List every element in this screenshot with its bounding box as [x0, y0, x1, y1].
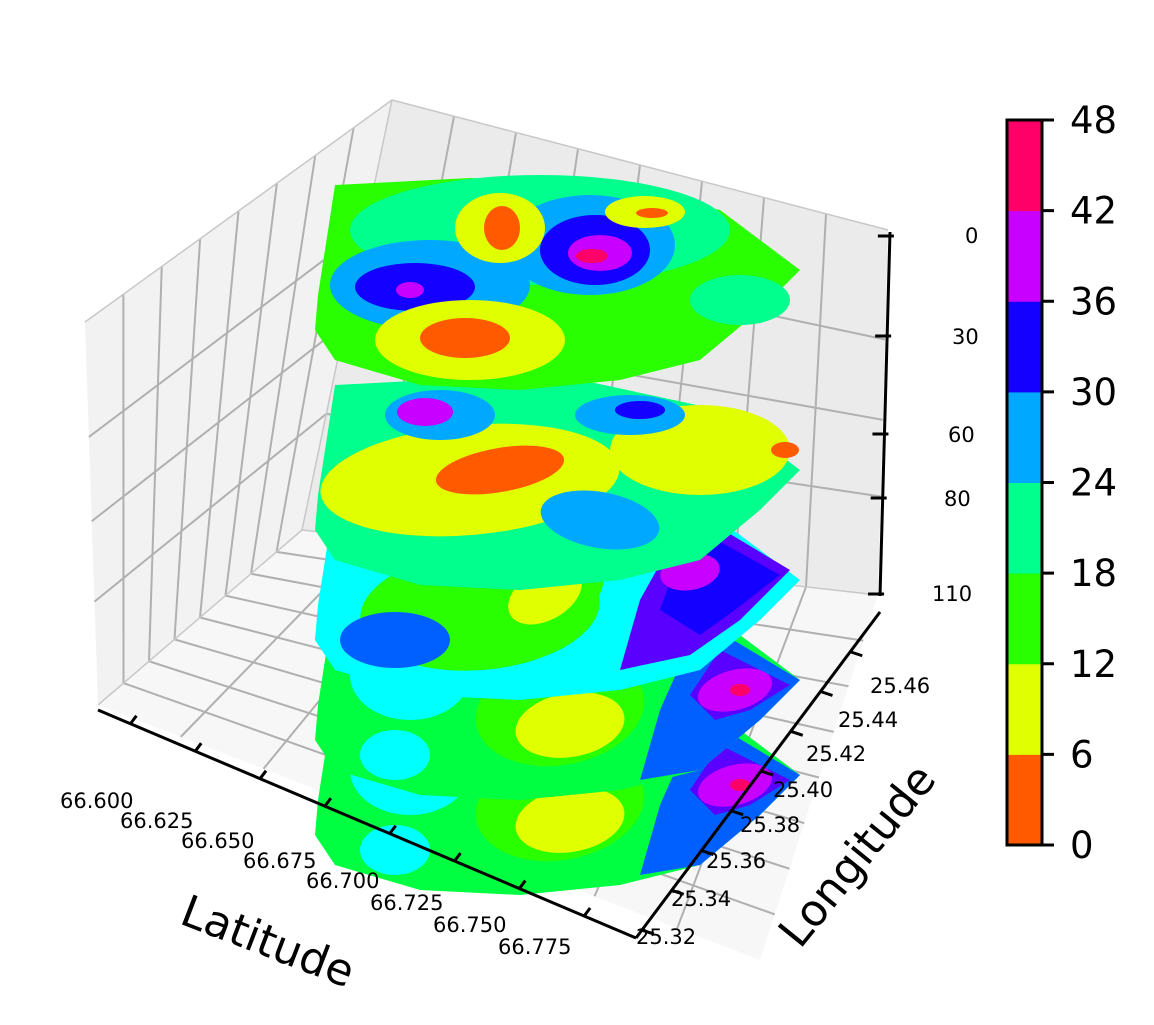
contour-region — [484, 206, 520, 250]
x-tick-label: 66.725 — [370, 891, 443, 915]
y-tick-label: 25.34 — [671, 887, 731, 911]
colorbar-band — [1007, 754, 1042, 846]
y-tick — [820, 690, 833, 697]
layer-depth-0 — [315, 175, 800, 390]
contour-region — [636, 208, 668, 218]
y-tick — [671, 888, 685, 896]
contour-region — [397, 398, 453, 426]
axis-lines — [97, 231, 894, 940]
x-tick — [323, 797, 333, 808]
x-axis-title: Latitude — [174, 886, 361, 999]
y-tick-label: 25.44 — [838, 708, 898, 732]
contour-region — [730, 684, 750, 696]
x-tick — [582, 907, 592, 917]
contour-region — [730, 779, 750, 791]
colorbar-tick-label: 36 — [1070, 280, 1117, 323]
x-tick-label: 66.750 — [433, 913, 506, 937]
contour-region — [690, 275, 790, 325]
contour-region — [360, 825, 430, 875]
y-axis-line — [634, 611, 882, 939]
grid-line — [93, 413, 327, 603]
y-tick — [849, 650, 863, 658]
contour-region — [515, 692, 625, 758]
colorbar-tick-label: 30 — [1070, 371, 1117, 414]
colorbar-tick-label: 0 — [1070, 824, 1094, 867]
x-tick-labels: 66.600 66.625 66.650 66.675 66.700 66.72… — [60, 789, 571, 959]
colorbar-tick-label: 12 — [1070, 643, 1117, 686]
contour-region — [360, 730, 430, 780]
colorbar-tick-label: 18 — [1070, 552, 1117, 595]
colorbar-tick-label: 6 — [1070, 733, 1094, 776]
x-tick-label: 66.700 — [306, 869, 379, 893]
x-axis-line — [97, 708, 637, 940]
grid-line — [173, 238, 202, 640]
x-tick-label: 66.650 — [181, 829, 254, 853]
colorbar-band — [1007, 210, 1042, 302]
grid-line — [199, 210, 240, 618]
z-tick-label: 80 — [944, 487, 971, 511]
y-tick — [641, 928, 655, 936]
x-tick — [388, 824, 397, 835]
y-tick — [790, 729, 804, 737]
x-tick — [194, 742, 203, 753]
colorbar-band — [1007, 301, 1042, 393]
colorbar-tick-label: 42 — [1070, 190, 1117, 233]
contour-region — [540, 490, 660, 550]
colorbar-band — [1007, 391, 1042, 483]
x-tick-label: 66.775 — [498, 935, 571, 959]
contour-region — [420, 318, 510, 358]
y-tick-label: 25.32 — [636, 925, 696, 949]
colorbar-band — [1007, 663, 1042, 755]
x-tick — [453, 852, 462, 862]
y-tick-label: 25.42 — [806, 742, 866, 766]
grid-line — [91, 322, 346, 522]
y-tick — [760, 769, 774, 777]
z-tick-labels: 0 30 60 80 110 — [932, 224, 979, 606]
x-tick — [518, 879, 527, 890]
x-tick — [129, 714, 138, 725]
x-tick — [258, 769, 268, 780]
z-tick-label: 110 — [932, 582, 972, 606]
x-tick-label: 66.625 — [120, 809, 193, 833]
colorbar-band — [1007, 482, 1042, 574]
grid-line — [148, 266, 163, 662]
y-tick-label: 25.46 — [870, 674, 930, 698]
x-tick-label: 66.675 — [243, 849, 316, 873]
z-tick-label: 30 — [952, 325, 979, 349]
left-pane — [85, 100, 392, 705]
y-tick-label: 25.36 — [706, 849, 766, 873]
y-tick — [730, 809, 744, 817]
grid-line — [88, 228, 366, 438]
contour-region — [396, 282, 424, 298]
y-tick-label: 25.38 — [740, 813, 800, 837]
grid-line — [224, 183, 278, 596]
contour-region — [340, 612, 450, 668]
layer-depth-30 — [315, 378, 800, 590]
contour-region — [771, 442, 799, 458]
colorbar-tick-label: 48 — [1070, 99, 1117, 142]
contour-region — [615, 401, 665, 419]
contour-region — [576, 249, 608, 263]
y-tick-labels: 25.32 25.34 25.36 25.38 25.40 25.42 25.4… — [636, 674, 930, 949]
colorbar-tick-label: 24 — [1070, 462, 1117, 505]
colorbar: 0 6 12 18 24 30 36 42 48 — [1005, 99, 1117, 867]
contour-region — [435, 445, 565, 495]
z-axis-line — [878, 231, 892, 597]
colorbar-band — [1007, 573, 1042, 665]
y-tick — [700, 849, 714, 856]
colorbar-band — [1007, 120, 1042, 212]
x-tick-label: 66.600 — [60, 789, 133, 813]
contour-layers — [315, 175, 800, 895]
y-tick-label: 25.40 — [773, 778, 833, 802]
contour-region — [515, 787, 625, 853]
grid-line — [805, 213, 827, 587]
grid-line — [250, 155, 317, 574]
z-tick-label: 0 — [965, 224, 978, 248]
z-tick-label: 60 — [948, 423, 975, 447]
